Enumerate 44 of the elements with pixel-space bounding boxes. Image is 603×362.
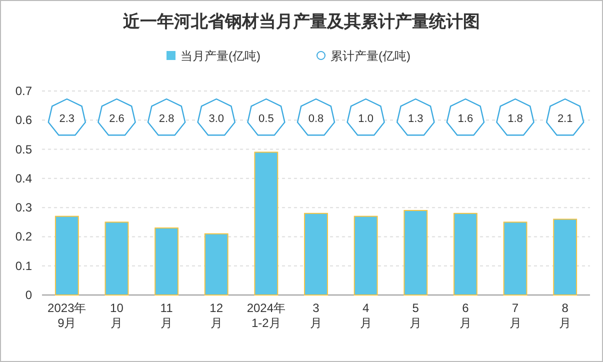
bar [104, 222, 129, 296]
x-tick-label: 2024年1-2月 [246, 301, 286, 330]
y-tick-label: 0.7 [15, 84, 32, 98]
annotation: 2.6 [109, 113, 124, 125]
y-tick-label: 0 [25, 288, 32, 302]
annotation: 0.5 [258, 113, 274, 125]
y-tick-label: 0.5 [15, 142, 32, 156]
bar [404, 210, 428, 296]
annotation: 3.0 [208, 113, 224, 125]
bar [453, 212, 478, 296]
x-tick-label: 4月 [360, 301, 372, 330]
x-tick-label: 3月 [310, 301, 322, 330]
bar [553, 218, 578, 296]
annotation: 1.6 [458, 113, 474, 125]
chart-title: 近一年河北省钢材当月产量及其累计产量统计图 [122, 12, 480, 32]
bar [204, 233, 228, 296]
legend-label: 累计产量(亿吨) [330, 49, 410, 63]
y-tick-label: 0.4 [15, 171, 32, 186]
annotation: 2.1 [557, 113, 573, 125]
y-tick-label: 0.6 [15, 113, 32, 128]
bar [254, 152, 278, 296]
bar [503, 222, 528, 296]
x-tick-label: 2023年9月 [48, 301, 86, 330]
x-tick-label: 12月 [210, 301, 224, 330]
y-tick-label: 0.3 [15, 200, 32, 215]
bar [54, 216, 79, 296]
legend-label: 当月产量(亿吨) [180, 49, 260, 63]
annotation: 1.3 [408, 113, 424, 125]
annotation: 0.8 [308, 113, 324, 125]
x-tick-label: 11月 [160, 301, 174, 330]
y-tick-label: 0.1 [15, 258, 32, 273]
bar [304, 212, 328, 296]
x-tick-label: 5月 [410, 301, 422, 330]
x-tick-label: 8月 [559, 301, 572, 330]
x-tick-label: 10月 [110, 301, 124, 330]
annotation: 2.3 [59, 113, 75, 125]
annotation: 2.8 [158, 113, 174, 125]
bar [154, 227, 179, 296]
annotation: 1.0 [358, 113, 374, 125]
y-tick-label: 0.2 [15, 230, 32, 244]
bar [354, 216, 378, 296]
annotation: 1.8 [508, 113, 523, 125]
x-tick-label: 6月 [459, 301, 472, 330]
x-tick-label: 7月 [509, 301, 522, 330]
